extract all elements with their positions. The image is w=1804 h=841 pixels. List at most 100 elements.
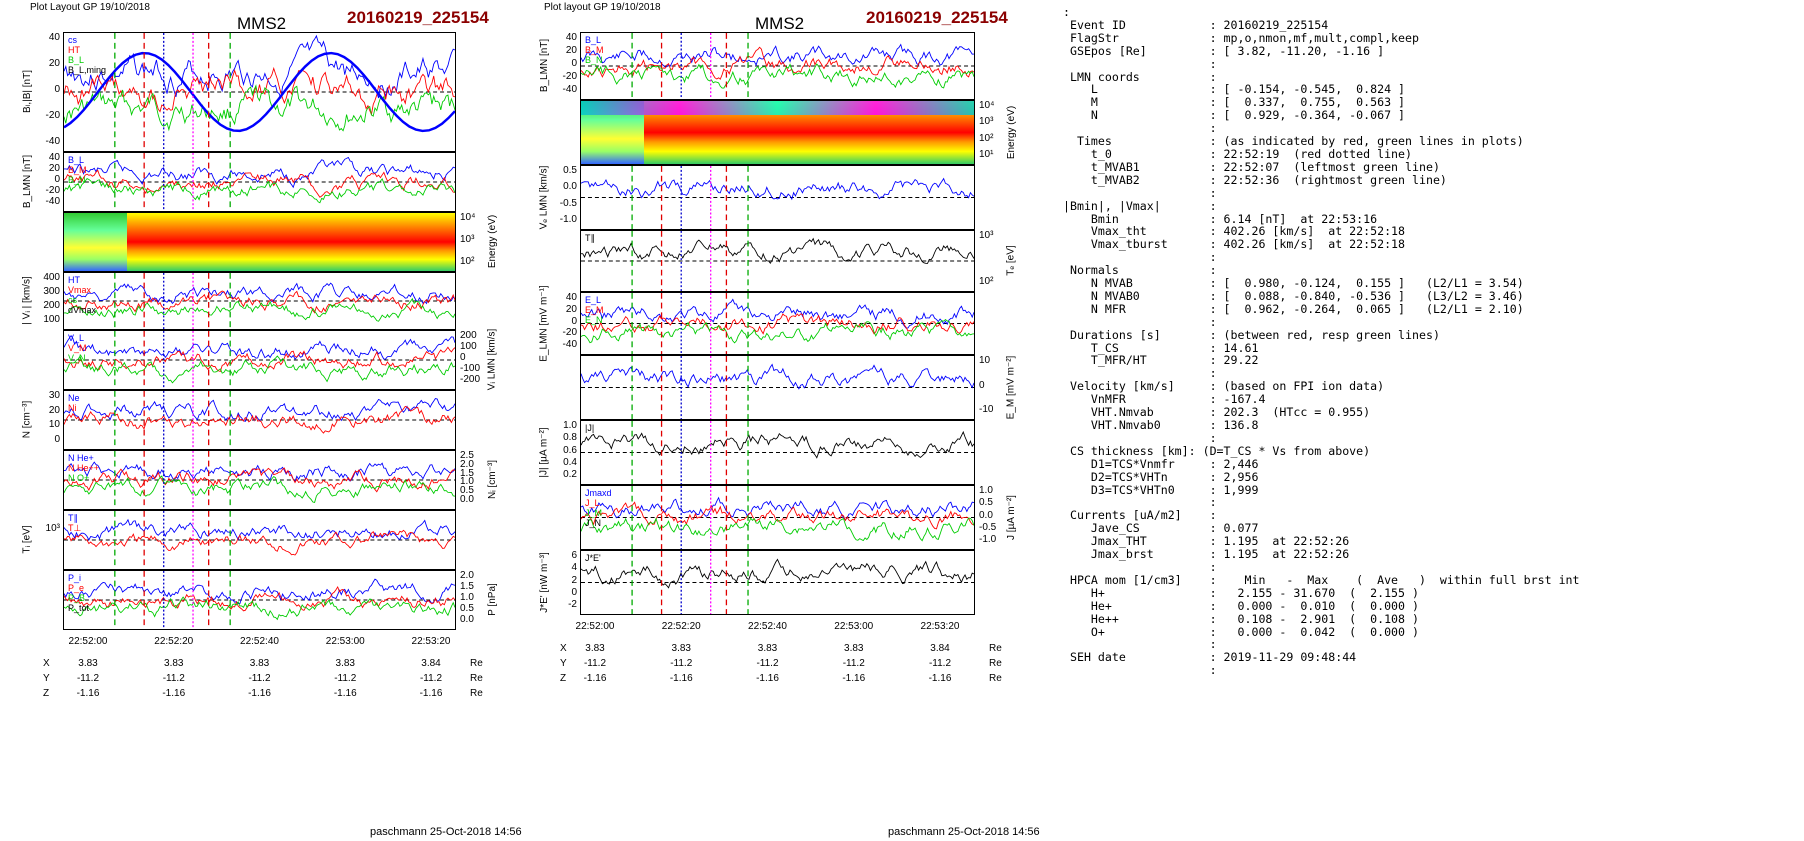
- x-tick-label: 22:52:40: [748, 621, 787, 632]
- pos-value: 3.83: [844, 643, 864, 654]
- panel-3: HT Vmax cs dVmax: [63, 272, 456, 330]
- layout-label: Plot layout GP 19/10/2018: [544, 2, 661, 13]
- spacecraft-title: MMS2: [755, 14, 805, 33]
- panel-legend: E_L E_M E_N: [585, 295, 604, 325]
- pos-value: 3.83: [757, 643, 778, 654]
- panel-legend: cs HT B_L B_L,ming: [68, 35, 106, 75]
- panel-8: J*E': [580, 550, 975, 615]
- y-tick-label: -20: [562, 327, 577, 339]
- pos-unit: Re: [470, 673, 483, 684]
- y-tick-label: -100: [460, 363, 481, 374]
- y-tick-label: 0.8: [563, 432, 577, 444]
- panel-legend: P_i P_e P_B P_tot: [68, 573, 89, 613]
- pos-value: -1.16: [669, 673, 693, 684]
- trace-0: [64, 518, 455, 541]
- panel-4: V_L V_M V_N: [63, 330, 456, 390]
- trace-2: [64, 297, 455, 322]
- y-axis-label: E_M [mV m⁻²]: [1005, 355, 1017, 419]
- y-tick-label: 300: [43, 286, 60, 297]
- pos-row-label: X: [560, 643, 567, 654]
- legend-entry: T∥: [68, 513, 78, 523]
- y-tick-label: 10¹: [979, 149, 994, 160]
- x-tick-label: 22:52:00: [575, 621, 615, 632]
- footer: paschmann 25-Oct-2018 14:56: [370, 826, 522, 838]
- panel-4: E_L E_M E_N: [580, 292, 975, 355]
- x-tick-label: 22:53:20: [920, 621, 960, 632]
- legend-entry: E_M: [585, 305, 604, 315]
- y-tick-label: 0: [979, 379, 985, 391]
- y-tick-label: 40: [565, 32, 577, 43]
- traces: [64, 153, 455, 211]
- trace-0: [64, 34, 455, 99]
- legend-entry: B_L: [68, 155, 85, 165]
- pos-row-label: Y: [560, 658, 567, 669]
- y-axis-label: N [cm⁻³]: [21, 400, 33, 439]
- trace-0: [581, 177, 974, 201]
- pos-row-label: Z: [560, 673, 567, 684]
- pos-value: -1.16: [419, 688, 443, 699]
- trace-0: [64, 398, 455, 423]
- y-axis-label: B_LMN [nT]: [21, 154, 33, 209]
- legend-entry: E_L: [585, 295, 602, 305]
- trace-0: [581, 363, 974, 390]
- legend-entry: HT: [68, 275, 80, 285]
- traces: [581, 356, 974, 419]
- legend-entry: B_N: [585, 55, 603, 65]
- panel-legend: T∥ T⊥: [68, 513, 81, 533]
- y-tick-label: 40: [48, 32, 60, 43]
- y-tick-label: -20: [562, 71, 577, 82]
- pos-value: -1.16: [76, 688, 100, 699]
- y-tick-label: 400: [43, 272, 60, 283]
- y-tick-label: 1.0: [460, 476, 474, 488]
- legend-entry: cs: [68, 295, 77, 305]
- legend-entry: Jmaxd: [585, 488, 612, 498]
- panel-6: N He+ N He++ N O+: [63, 450, 456, 510]
- pos-value: 3.83: [671, 643, 691, 654]
- y-tick-label: 0.0: [563, 181, 577, 193]
- legend-entry: P_tot: [68, 603, 90, 613]
- legend-entry: |J|: [585, 423, 595, 433]
- y-tick-label: 0: [460, 352, 466, 363]
- event-title: 20160219_225154: [347, 8, 489, 27]
- middle-plot: Plot layout GP 19/10/2018 MMS2 20160219_…: [520, 0, 1040, 841]
- x-tick-label: 22:53:00: [325, 636, 365, 647]
- x-tick-label: 22:52:20: [154, 636, 194, 647]
- x-tick-label: 22:53:00: [834, 621, 874, 632]
- panel-6: |J|: [580, 420, 975, 485]
- y-tick-label: -1.0: [559, 214, 577, 225]
- pos-value: -11.2: [419, 673, 443, 684]
- y-tick-label: 0.0: [979, 509, 993, 521]
- y-axis-label: B_LMN [nT]: [538, 38, 550, 93]
- pos-value: 3.83: [335, 658, 355, 669]
- legend-entry: Vmax: [68, 285, 92, 295]
- pos-value: -11.2: [842, 658, 865, 669]
- trace-1: [64, 405, 455, 434]
- y-tick-label: 0.5: [460, 485, 474, 497]
- panel-legend: V_L V_M V_N: [68, 333, 87, 363]
- x-tick-label: 22:52:20: [661, 621, 701, 632]
- legend-entry: B_M: [68, 165, 87, 175]
- traces: [64, 331, 455, 389]
- pos-value: -11.2: [162, 673, 185, 684]
- y-tick-label: 0: [54, 174, 60, 185]
- legend-entry: V_M: [68, 343, 87, 353]
- y-tick-label: -0.5: [979, 521, 997, 533]
- y-tick-label: 0.5: [979, 497, 993, 509]
- y-tick-label: 0: [571, 315, 577, 327]
- legend-entry: J_N: [585, 518, 602, 528]
- legend-entry: B_L: [68, 55, 85, 65]
- y-axis-label: | Vᵢ | [km/s]: [21, 276, 33, 325]
- pos-value: -1.16: [583, 673, 607, 684]
- y-tick-label: 6: [571, 550, 577, 561]
- y-tick-label: 2.0: [460, 570, 474, 581]
- panel-0: B_L B_M B_N: [580, 32, 975, 100]
- y-tick-label: 10: [979, 355, 991, 366]
- traces: [64, 33, 455, 151]
- y-tick-label: 1.0: [460, 592, 474, 603]
- y-tick-label: 100: [460, 341, 477, 352]
- pos-value: -11.2: [928, 658, 952, 669]
- panel-7: Jmaxd J_L J_M J_N: [580, 485, 975, 550]
- panel-7: T∥ T⊥: [63, 510, 456, 570]
- panel-legend: Ne Ni: [68, 393, 80, 413]
- pos-value: -1.16: [162, 688, 186, 699]
